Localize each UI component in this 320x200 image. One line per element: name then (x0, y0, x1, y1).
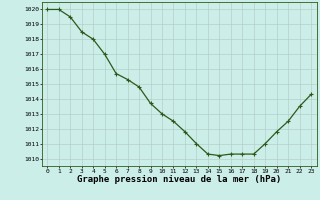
X-axis label: Graphe pression niveau de la mer (hPa): Graphe pression niveau de la mer (hPa) (77, 175, 281, 184)
